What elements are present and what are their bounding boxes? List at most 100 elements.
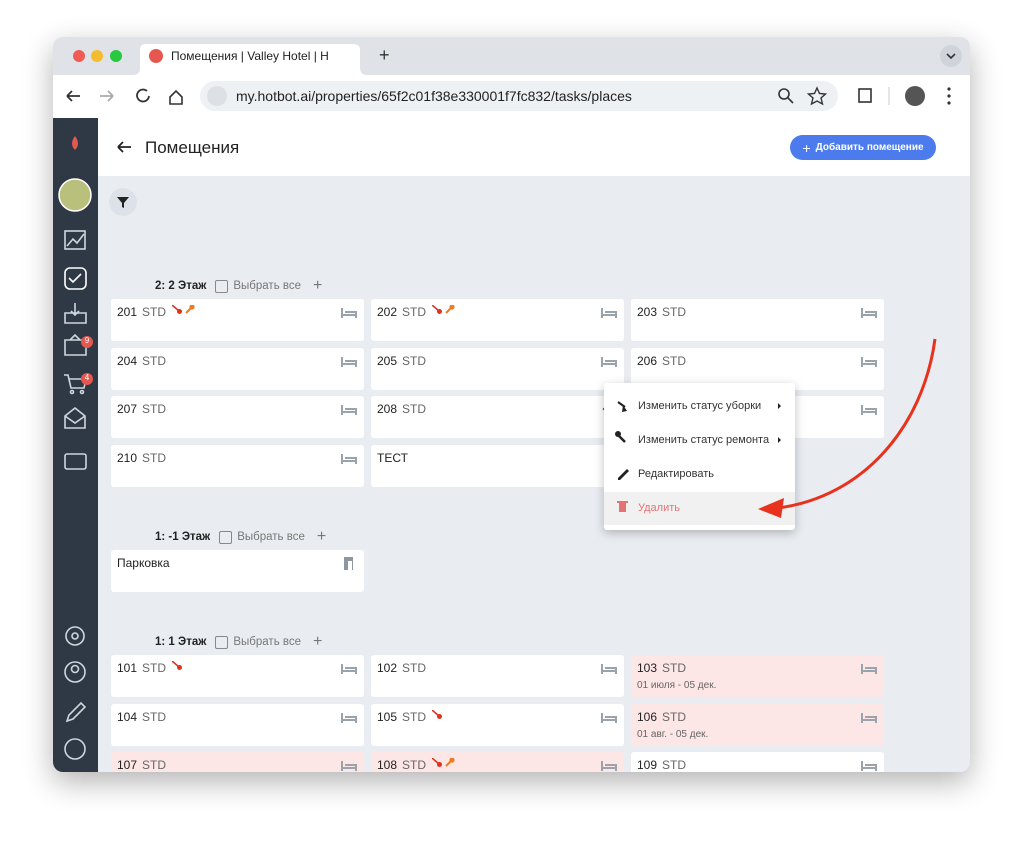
- room-type: STD: [142, 758, 167, 772]
- room-card[interactable]: ТЕСТ: [371, 444, 624, 487]
- badge: 9: [84, 336, 90, 345]
- room-name: 103: [637, 661, 658, 675]
- room-type: STD: [402, 402, 427, 416]
- room-card[interactable]: 210 STD: [111, 444, 364, 487]
- room-name-row: ТЕСТ: [377, 451, 408, 465]
- room-card[interactable]: 202 STD: [371, 299, 624, 341]
- room-dates: 01 авг. - 05 дек.: [637, 728, 709, 740]
- add-room[interactable]: +: [313, 633, 323, 650]
- menu-item[interactable]: Редактировать: [604, 457, 795, 491]
- room-name-row: 201 STD: [117, 304, 198, 319]
- room-name-row: 206 STD: [637, 354, 686, 368]
- add-button-label: Добавить помещение: [815, 142, 924, 153]
- add-room[interactable]: +: [313, 277, 323, 294]
- floor-title: 2: 2 Этаж: [155, 280, 207, 292]
- room-card[interactable]: 204 STD: [111, 347, 364, 390]
- room-icon: [861, 308, 877, 318]
- room-card[interactable]: 102 STD: [371, 655, 624, 697]
- room-card[interactable]: 101 STD: [111, 655, 364, 697]
- room-name: 106: [637, 709, 658, 724]
- page-title: Помещения: [145, 138, 240, 157]
- context-menu: Изменить статус уборки Изменить статус ре…: [604, 383, 795, 530]
- room-icon: [341, 761, 357, 771]
- room-name-row: 210 STD: [117, 451, 166, 465]
- back-icon[interactable]: [98, 118, 158, 176]
- room-card[interactable]: 203 STD: [631, 299, 884, 341]
- room-card[interactable]: 201 STD: [111, 299, 364, 341]
- room-card[interactable]: 205 STD: [371, 347, 624, 390]
- add-button[interactable]: + Добавить помещение: [790, 135, 936, 160]
- filter-button[interactable]: [108, 187, 138, 217]
- room-icon: [601, 761, 617, 771]
- room-icon: [861, 664, 877, 674]
- room-icon: [341, 308, 357, 318]
- room-name-row: 204 STD: [117, 354, 166, 368]
- room-name: 107: [117, 758, 138, 772]
- room-type: STD: [662, 305, 687, 319]
- room-name-row: 102 STD: [377, 661, 426, 675]
- room-name-row: 108 STD: [377, 757, 458, 772]
- room-card[interactable]: 105 STD: [371, 703, 624, 746]
- room-card[interactable]: 208 STD: [371, 396, 624, 438]
- menu-item[interactable]: Изменить статус ремонта: [604, 423, 795, 457]
- room-name-row: 203 STD: [637, 305, 686, 319]
- add-room[interactable]: +: [316, 528, 327, 545]
- select-all[interactable]: Выбрать все: [237, 531, 305, 543]
- room-type: STD: [662, 758, 687, 772]
- room-card[interactable]: 206 STD: [631, 347, 884, 390]
- room-name-row: 103 STD: [637, 661, 686, 675]
- room-icon: [601, 356, 617, 367]
- select-all[interactable]: Выбрать все: [233, 636, 302, 648]
- room-card[interactable]: Парковка: [111, 550, 364, 592]
- room-card[interactable]: 103 STD 01 июля - 05 дек.: [631, 655, 884, 697]
- room-icon: [601, 712, 617, 723]
- status-icons: [431, 757, 455, 767]
- room-icon: [341, 405, 357, 415]
- room-card[interactable]: 107STD01 авг. - 05 дек.: [111, 752, 364, 772]
- checkbox[interactable]: [215, 635, 229, 649]
- toolbar-icons: [66, 81, 951, 111]
- floor-title: 1: -1 Этаж: [155, 531, 211, 543]
- room-name-row: 205 STD: [377, 354, 426, 368]
- room-icon: [341, 664, 357, 674]
- menu-item[interactable]: Удалить: [604, 491, 795, 525]
- room-name: 102: [377, 661, 398, 675]
- room-name: 206: [637, 353, 658, 368]
- menu-item-label: Изменить статус уборки: [638, 400, 762, 412]
- page-header: Помещения + Добавить помещение: [98, 118, 970, 176]
- tab-bar-icons: +: [73, 44, 962, 75]
- room-name-row: 207 STD: [117, 402, 166, 416]
- room-icon: [601, 308, 617, 318]
- status-icons: [431, 708, 443, 719]
- room-name: 105: [377, 709, 398, 724]
- room-card[interactable]: 106 STD 01 авг. - 05 дек.: [631, 703, 884, 746]
- checkbox[interactable]: [219, 530, 233, 544]
- menu-item-label: Изменить статус ремонта: [638, 434, 770, 446]
- room-icon: [861, 761, 877, 771]
- room-type: STD: [142, 305, 167, 319]
- select-all[interactable]: Выбрать все: [233, 280, 302, 292]
- room-name: 205: [377, 353, 398, 368]
- svg-text:+: +: [379, 45, 390, 65]
- url[interactable]: my.hotbot.ai/properties/65f2c01f38e33000…: [236, 88, 632, 104]
- floor-heading: 1: 1 Этаж Выбрать все +: [155, 633, 323, 650]
- room-name: 204: [117, 353, 138, 368]
- room-card[interactable]: 108STD01 авг. - 05 дек.: [371, 752, 624, 772]
- room-icon: [341, 453, 357, 464]
- room-type: STD: [662, 709, 687, 724]
- floor-title: 1: 1 Этаж: [155, 636, 207, 648]
- room-icon: [861, 405, 877, 415]
- room-card[interactable]: 109 STD: [631, 752, 884, 772]
- menu-item[interactable]: Изменить статус уборки: [604, 389, 795, 423]
- menu-item-label: Удалить: [638, 502, 680, 514]
- room-type: STD: [402, 353, 427, 368]
- room-card[interactable]: 207 STD: [111, 396, 364, 438]
- room-name: 202: [377, 305, 398, 319]
- status-icons: [171, 304, 195, 314]
- tab-title[interactable]: Помещения | Valley Hotel | H: [171, 49, 329, 63]
- tab-bar: + Помещения | Valley Hotel | H: [53, 37, 970, 75]
- room-type: STD: [402, 661, 427, 675]
- room-name-row: 104 STD: [117, 710, 166, 724]
- checkbox[interactable]: [215, 279, 229, 293]
- room-card[interactable]: 104 STD: [111, 703, 364, 746]
